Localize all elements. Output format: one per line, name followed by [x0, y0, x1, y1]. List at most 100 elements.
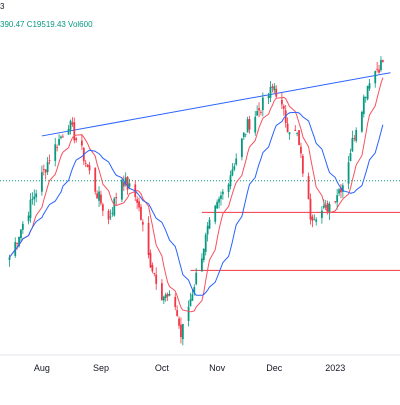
- candle-body: [30, 200, 32, 218]
- candle-body: [209, 220, 211, 229]
- candle-body: [281, 100, 283, 105]
- candle-body: [207, 226, 209, 235]
- x-tick-label: 2023: [325, 363, 345, 373]
- candle-body: [350, 153, 352, 161]
- candle-body: [323, 206, 325, 208]
- candle-body: [151, 265, 153, 272]
- candle-body: [329, 204, 331, 213]
- candle-body: [311, 217, 313, 221]
- candle-body: [214, 206, 216, 222]
- candle-body: [355, 130, 357, 141]
- x-tick-label: Oct: [155, 363, 170, 373]
- candle-body: [353, 138, 355, 139]
- candle-body: [298, 130, 300, 145]
- x-tick-label: Sep: [93, 363, 109, 373]
- trendline: [42, 73, 391, 136]
- candle-body: [220, 195, 222, 199]
- candle-body: [31, 199, 33, 200]
- candle-body: [62, 136, 64, 137]
- candle-body: [378, 70, 380, 73]
- candle-body: [334, 201, 336, 202]
- candle-body: [294, 130, 296, 131]
- x-axis: AugSepOctNovDec2023: [0, 355, 400, 373]
- candle-body: [245, 134, 247, 135]
- candle-body: [247, 119, 249, 132]
- candle-body: [275, 89, 277, 97]
- candle-body: [228, 185, 230, 192]
- legend-ohlc-text: 390.47 C19519.43 Vol600: [0, 20, 93, 29]
- legend-ohlc: 390.47 C19519.43 Vol600: [0, 20, 93, 29]
- candle-body: [85, 163, 87, 164]
- candle-body: [148, 223, 150, 255]
- candle-body: [268, 96, 270, 98]
- candle-body: [270, 87, 272, 98]
- candle-body: [296, 133, 298, 134]
- candle-body: [81, 141, 83, 146]
- candle-body: [121, 180, 123, 199]
- candle-body: [45, 170, 47, 173]
- candle-body: [348, 162, 350, 184]
- candle-body: [203, 249, 205, 260]
- candle-body: [205, 235, 207, 252]
- candle-body: [216, 202, 218, 208]
- candle-body: [287, 124, 289, 132]
- candle-body: [260, 112, 262, 113]
- candle-body: [336, 195, 338, 202]
- candles: [9, 56, 384, 345]
- candle-body: [262, 98, 264, 110]
- candle-body: [321, 211, 323, 218]
- candle-body: [16, 243, 18, 244]
- candle-body: [161, 283, 163, 300]
- candle-body: [165, 295, 167, 298]
- candle-body: [89, 165, 91, 170]
- candle-body: [310, 199, 312, 220]
- candle-body: [302, 156, 304, 174]
- candle-body: [110, 217, 112, 218]
- candle-body: [351, 138, 353, 151]
- candle-body: [176, 310, 178, 316]
- candle-body: [75, 138, 77, 140]
- candle-body: [87, 164, 89, 166]
- candle-body: [28, 215, 30, 221]
- candle-body: [363, 97, 365, 114]
- candle-body: [308, 176, 310, 199]
- candle-body: [182, 324, 184, 339]
- candle-body: [20, 229, 22, 238]
- legend-line1-text: 3: [0, 2, 4, 11]
- candle-body: [9, 257, 11, 260]
- candle-body: [315, 220, 317, 222]
- candle-body: [271, 86, 273, 87]
- candle-body: [338, 189, 340, 193]
- candle-body: [243, 133, 245, 137]
- x-tick-label: Aug: [34, 363, 50, 373]
- x-tick-label: Dec: [266, 363, 283, 373]
- guide-lines: [0, 73, 400, 271]
- candle-body: [178, 319, 180, 326]
- candle-body: [190, 299, 192, 306]
- candle-body: [41, 172, 43, 191]
- candle-body: [191, 294, 193, 300]
- candle-body: [167, 294, 169, 296]
- candle-body: [70, 121, 72, 130]
- candle-body: [380, 60, 382, 70]
- candle-body: [54, 144, 56, 161]
- candle-body: [313, 219, 315, 220]
- candle-body: [68, 129, 70, 135]
- candle-body: [113, 198, 115, 215]
- candle-body: [235, 158, 237, 164]
- candle-body: [382, 60, 384, 62]
- candle-body: [138, 201, 140, 207]
- candle-body: [22, 224, 24, 230]
- candle-body: [273, 86, 275, 90]
- candle-body: [127, 177, 129, 190]
- candle-body: [102, 204, 104, 210]
- candle-body: [256, 111, 258, 115]
- candle-body: [100, 195, 102, 204]
- candle-body: [43, 169, 45, 170]
- candle-body: [60, 137, 62, 138]
- candle-body: [233, 166, 235, 169]
- candle-body: [361, 112, 363, 132]
- candle-body: [111, 213, 113, 214]
